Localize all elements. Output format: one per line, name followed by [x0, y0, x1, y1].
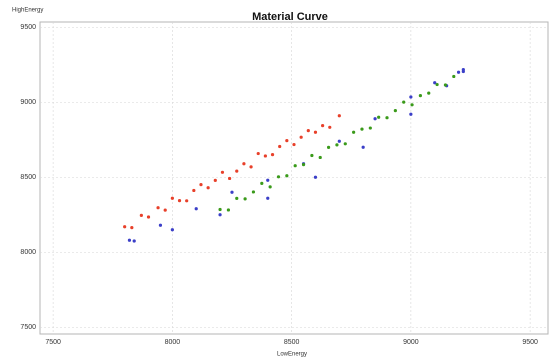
data-point [251, 190, 256, 194]
data-point [218, 207, 222, 212]
x-tick-label: 8500 [284, 339, 300, 346]
data-point [243, 197, 247, 201]
data-point [177, 199, 182, 203]
data-point [393, 109, 397, 113]
y-tick-label: 8500 [20, 174, 36, 181]
data-point [123, 225, 127, 229]
data-point [235, 169, 239, 173]
data-point [373, 117, 377, 121]
data-point [326, 145, 331, 149]
data-point [139, 213, 143, 217]
x-tick-label: 9500 [522, 339, 538, 346]
data-point [285, 139, 289, 143]
data-point [213, 178, 217, 182]
data-point [435, 82, 439, 87]
data-point [299, 135, 303, 139]
data-point [199, 183, 203, 187]
data-point [228, 176, 232, 181]
data-point [218, 213, 222, 217]
data-point [337, 139, 341, 143]
data-point [249, 165, 253, 169]
data-point [360, 127, 364, 131]
data-point [409, 95, 413, 99]
data-point [385, 116, 389, 120]
data-point [130, 226, 134, 230]
y-tick-label: 8000 [20, 249, 36, 256]
data-point [220, 170, 225, 174]
data-point [194, 207, 198, 211]
data-point [361, 145, 365, 149]
x-tick-label: 8000 [165, 339, 181, 346]
y-tick-label: 9000 [20, 99, 36, 106]
y-tick-label: 9500 [20, 24, 36, 31]
data-point [156, 206, 160, 210]
y-tick-label: 7500 [20, 324, 36, 331]
x-tick-label: 7500 [45, 339, 61, 346]
data-point [318, 155, 322, 160]
data-point [230, 190, 234, 194]
data-point [337, 114, 341, 118]
data-point [328, 125, 332, 129]
data-point [402, 100, 406, 104]
data-point [285, 174, 289, 178]
data-point [301, 163, 306, 167]
y-axis-label: HighEnergy [12, 8, 43, 14]
x-axis-label: LowEnergy [277, 352, 307, 358]
data-point [146, 215, 151, 219]
data-point [293, 164, 297, 168]
data-point [310, 153, 314, 158]
data-point [266, 178, 270, 182]
data-point [132, 239, 136, 243]
data-point [321, 124, 325, 128]
x-tick-label: 9000 [403, 339, 419, 346]
data-point [270, 153, 275, 157]
data-point [313, 175, 318, 179]
data-point [306, 129, 310, 133]
data-point [242, 162, 246, 166]
data-point [163, 208, 167, 212]
data-point [268, 185, 272, 189]
data-point [433, 81, 437, 85]
data-point [278, 144, 282, 149]
data-point [343, 142, 347, 146]
data-point [313, 130, 318, 134]
data-point [256, 151, 260, 156]
data-point [276, 175, 281, 179]
data-point [456, 70, 461, 74]
data-point [235, 196, 239, 200]
data-point [410, 103, 414, 107]
data-point [266, 196, 270, 200]
data-point [226, 208, 231, 212]
data-point [127, 238, 132, 242]
data-point [409, 112, 413, 116]
data-point [185, 199, 189, 203]
data-point [192, 188, 196, 193]
data-point [263, 154, 267, 158]
data-point [292, 142, 296, 147]
data-point [461, 69, 465, 74]
data-point [335, 143, 339, 147]
data-point [170, 228, 174, 232]
data-point [352, 130, 356, 134]
data-point [443, 83, 448, 87]
data-point [377, 115, 381, 119]
data-point [170, 196, 174, 200]
plot-area [39, 21, 549, 335]
chart-title: Material Curve [252, 11, 328, 23]
data-point [418, 94, 423, 98]
data-point [206, 186, 210, 190]
data-point [260, 181, 264, 185]
data-point [368, 126, 372, 130]
data-point [452, 74, 456, 79]
data-point [427, 91, 431, 95]
data-point [158, 223, 163, 227]
